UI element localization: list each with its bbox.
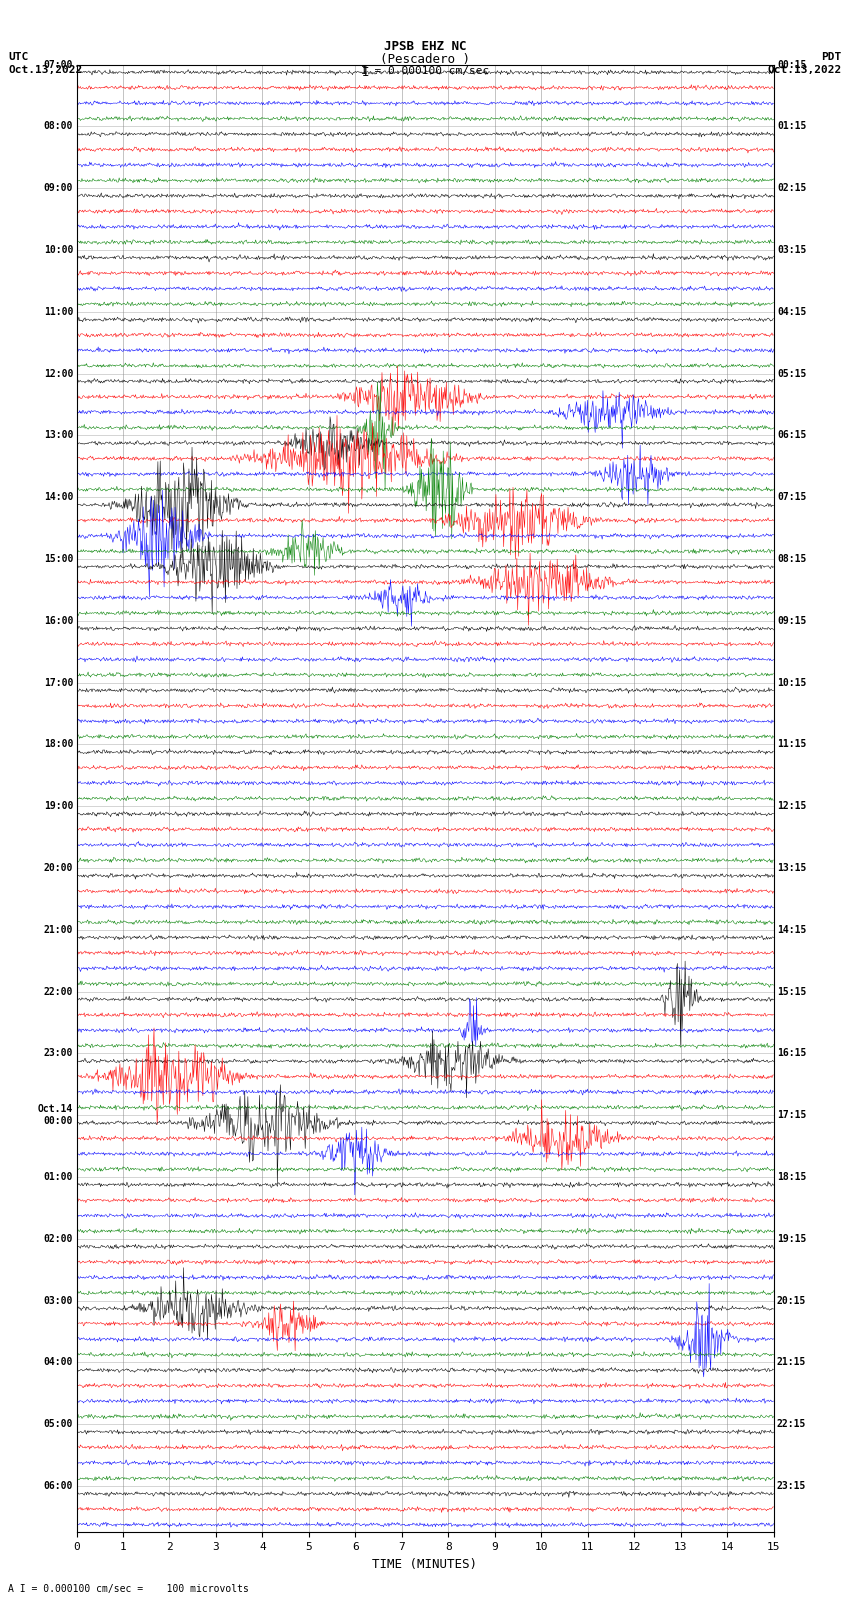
Text: 11:15: 11:15 <box>777 739 807 750</box>
Text: 16:00: 16:00 <box>43 616 73 626</box>
Text: 10:00: 10:00 <box>43 245 73 255</box>
Text: I: I <box>362 66 369 79</box>
Text: 07:00: 07:00 <box>43 60 73 69</box>
Text: 07:15: 07:15 <box>777 492 807 502</box>
Text: 17:00: 17:00 <box>43 677 73 687</box>
Text: 14:00: 14:00 <box>43 492 73 502</box>
Text: 10:15: 10:15 <box>777 677 807 687</box>
Text: 13:15: 13:15 <box>777 863 807 873</box>
Text: 03:15: 03:15 <box>777 245 807 255</box>
Text: 05:15: 05:15 <box>777 368 807 379</box>
Text: 01:15: 01:15 <box>777 121 807 131</box>
Text: 06:00: 06:00 <box>43 1481 73 1490</box>
X-axis label: TIME (MINUTES): TIME (MINUTES) <box>372 1558 478 1571</box>
Text: 02:15: 02:15 <box>777 184 807 194</box>
Text: 12:00: 12:00 <box>43 368 73 379</box>
Text: 08:00: 08:00 <box>43 121 73 131</box>
Text: 20:15: 20:15 <box>777 1295 807 1305</box>
Text: 21:15: 21:15 <box>777 1358 807 1368</box>
Text: 08:15: 08:15 <box>777 553 807 565</box>
Text: 15:00: 15:00 <box>43 553 73 565</box>
Text: Oct.13,2022: Oct.13,2022 <box>8 65 82 74</box>
Text: A I = 0.000100 cm/sec =    100 microvolts: A I = 0.000100 cm/sec = 100 microvolts <box>8 1584 249 1594</box>
Text: 17:15: 17:15 <box>777 1110 807 1119</box>
Text: 23:15: 23:15 <box>777 1481 807 1490</box>
Text: 22:00: 22:00 <box>43 987 73 997</box>
Text: 01:00: 01:00 <box>43 1173 73 1182</box>
Text: 16:15: 16:15 <box>777 1048 807 1058</box>
Text: 06:15: 06:15 <box>777 431 807 440</box>
Text: 18:15: 18:15 <box>777 1173 807 1182</box>
Text: 18:00: 18:00 <box>43 739 73 750</box>
Text: UTC: UTC <box>8 52 29 61</box>
Text: PDT: PDT <box>821 52 842 61</box>
Text: 20:00: 20:00 <box>43 863 73 873</box>
Text: 12:15: 12:15 <box>777 802 807 811</box>
Text: 19:00: 19:00 <box>43 802 73 811</box>
Text: 03:00: 03:00 <box>43 1295 73 1305</box>
Text: 15:15: 15:15 <box>777 987 807 997</box>
Text: 09:15: 09:15 <box>777 616 807 626</box>
Text: 04:15: 04:15 <box>777 306 807 316</box>
Text: 04:00: 04:00 <box>43 1358 73 1368</box>
Text: 05:00: 05:00 <box>43 1419 73 1429</box>
Text: JPSB EHZ NC: JPSB EHZ NC <box>383 40 467 53</box>
Text: 22:15: 22:15 <box>777 1419 807 1429</box>
Text: 21:00: 21:00 <box>43 924 73 936</box>
Text: 11:00: 11:00 <box>43 306 73 316</box>
Text: 02:00: 02:00 <box>43 1234 73 1244</box>
Text: 00:15: 00:15 <box>777 60 807 69</box>
Text: 19:15: 19:15 <box>777 1234 807 1244</box>
Text: Oct.14
00:00: Oct.14 00:00 <box>37 1105 73 1126</box>
Text: 23:00: 23:00 <box>43 1048 73 1058</box>
Text: 13:00: 13:00 <box>43 431 73 440</box>
Text: 14:15: 14:15 <box>777 924 807 936</box>
Text: I = 0.000100 cm/sec: I = 0.000100 cm/sec <box>361 66 489 76</box>
Text: Oct.13,2022: Oct.13,2022 <box>768 65 842 74</box>
Text: (Pescadero ): (Pescadero ) <box>380 53 470 66</box>
Text: 09:00: 09:00 <box>43 184 73 194</box>
